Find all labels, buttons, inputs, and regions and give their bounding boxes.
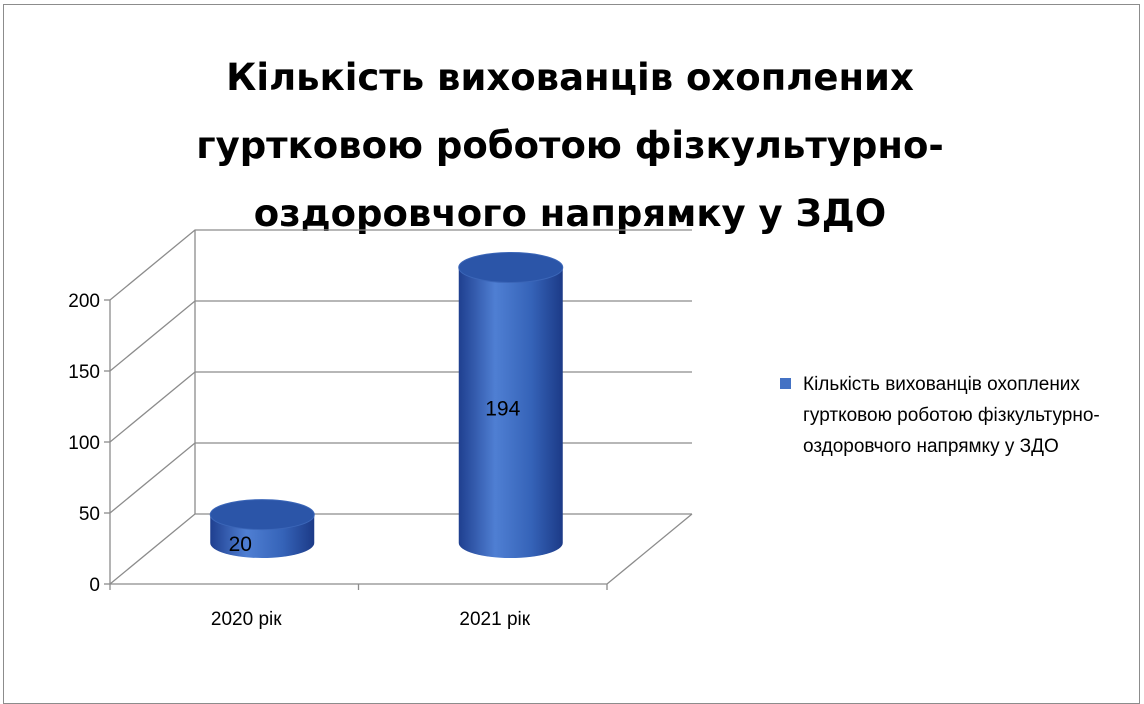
gridline-2 <box>109 371 692 443</box>
x-tick-label-0: 2020 рік <box>211 609 282 630</box>
y-tick-label-4: 200 <box>68 291 100 312</box>
legend-swatch <box>780 378 791 389</box>
y-tick-label-0: 0 <box>89 575 100 596</box>
chart-plot: 0 50 100 150 200 2020 рік 2021 рік 20 194 <box>68 229 693 630</box>
bar-body-1 <box>458 267 563 558</box>
floor-edge <box>110 513 693 585</box>
gridline-4 <box>109 229 692 301</box>
y-tick-label-1: 50 <box>79 504 100 525</box>
gridline-1 <box>109 442 692 514</box>
y-tick-label-3: 150 <box>68 362 100 383</box>
y-tick-label-2: 100 <box>68 433 100 454</box>
bar-top-1 <box>458 252 564 284</box>
bar-top-0 <box>209 499 315 531</box>
chart-title: Кількість вихованців охоплених гуртковою… <box>196 56 944 235</box>
legend-series-name: Кількість вихованців охоплених гуртковою… <box>803 374 1100 457</box>
bar-1 <box>458 252 564 558</box>
bar-0 <box>209 499 315 558</box>
gridline-3 <box>109 300 692 372</box>
gridline-0 <box>109 513 692 585</box>
x-tick-label-1: 2021 рік <box>459 609 530 630</box>
chart-frame <box>3 4 1140 704</box>
data-label-1: 194 <box>485 397 520 420</box>
data-label-0: 20 <box>229 533 252 556</box>
